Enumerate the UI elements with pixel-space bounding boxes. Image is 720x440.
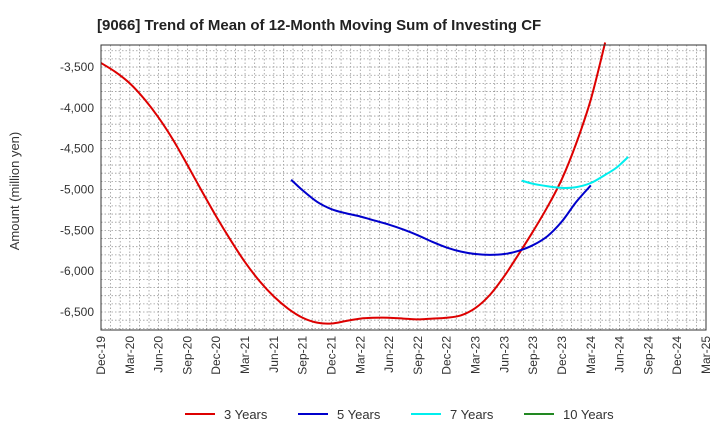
x-tick-label: Sep-20	[180, 336, 194, 375]
x-tick-labels: Dec-19 Mar-20 Jun-20 Sep-20 Dec-20 Mar-21 Jun-…	[94, 336, 713, 375]
series-line-3-years	[101, 42, 607, 325]
x-tick-label: Mar-23	[469, 336, 483, 374]
legend-label-5-years: 5 Years	[337, 407, 381, 422]
legend: 3 Years 5 Years 7 Years 10 Years	[185, 407, 614, 422]
x-tick-label: Mar-20	[123, 336, 137, 374]
x-tick-label: Mar-22	[353, 336, 367, 374]
legend-label-3-years: 3 Years	[224, 407, 268, 422]
x-tick-label: Jun-24	[613, 336, 627, 373]
x-tick-label: Jun-23	[497, 336, 511, 373]
y-tick-label: -5,500	[60, 223, 94, 237]
y-tick-label: -4,500	[60, 142, 94, 156]
legend-label-10-years: 10 Years	[563, 407, 614, 422]
chart-title: [9066] Trend of Mean of 12-Month Moving …	[97, 17, 541, 34]
series-lines	[101, 42, 629, 325]
series-line-7-years	[521, 156, 629, 189]
y-tick-labels: -3,500 -4,000 -4,500 -5,000 -5,500 -6,000 -6,5…	[60, 60, 94, 319]
x-tick-label: Jun-20	[152, 336, 166, 373]
x-tick-label: Jun-22	[382, 336, 396, 373]
y-tick-label: -4,000	[60, 101, 94, 115]
x-tick-label: Sep-24	[641, 336, 655, 375]
y-axis-label: Amount (million yen)	[7, 132, 22, 251]
plot-frame	[100, 44, 707, 331]
y-tick-label: -6,000	[60, 264, 94, 278]
x-tick-label: Dec-23	[555, 336, 569, 375]
legend-label-7-years: 7 Years	[450, 407, 494, 422]
x-tick-label: Dec-21	[324, 336, 338, 375]
x-tick-label: Dec-20	[209, 336, 223, 375]
y-tick-label: -6,500	[60, 305, 94, 319]
x-tick-label: Dec-22	[440, 336, 454, 375]
grid	[101, 45, 706, 330]
series-line-5-years	[290, 179, 592, 256]
x-tick-label: Sep-22	[411, 336, 425, 375]
x-tick-label: Sep-23	[526, 336, 540, 375]
x-tick-label: Dec-19	[94, 336, 108, 375]
x-tick-label: Dec-24	[670, 336, 684, 375]
y-tick-label: -5,000	[60, 183, 94, 197]
x-tick-label: Mar-24	[584, 336, 598, 374]
x-tick-label: Mar-25	[699, 336, 713, 374]
x-tick-label: Sep-21	[296, 336, 310, 375]
y-tick-label: -3,500	[60, 60, 94, 74]
x-tick-label: Jun-21	[267, 336, 281, 373]
x-tick-label: Mar-21	[238, 336, 252, 374]
